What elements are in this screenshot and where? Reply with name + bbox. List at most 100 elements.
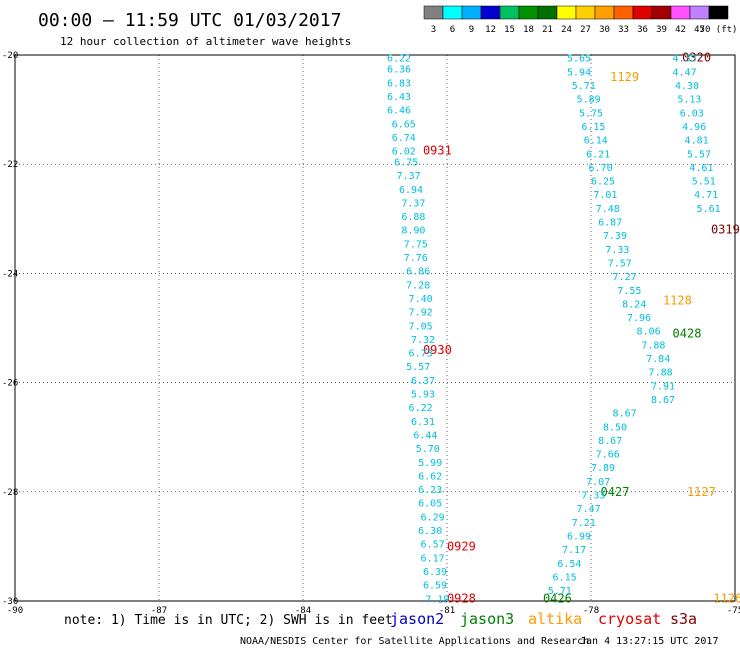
wave-height-value: 5.93 [411,390,435,401]
colorbar-swatch [518,5,539,20]
wave-height-value: 6.43 [387,92,411,103]
colorbar-swatch [461,5,482,20]
wave-height-value: 6.87 [598,218,622,229]
jason3-pass-time: 0427 [601,485,630,499]
wave-height-value: 7.75 [404,239,428,250]
wave-height-value: 7.76 [404,253,428,264]
footer-credit: NOAA/NESDIS Center for Satellite Applica… [240,636,589,647]
x-tick-label: -78 [583,606,599,616]
wave-height-value: 7.07 [586,477,610,488]
wave-height-value: 5.71 [548,586,572,597]
wave-height-value: 6.05 [418,499,442,510]
wave-height-value: 7.33 [605,245,629,256]
wave-height-value: 7.21 [572,518,596,529]
wave-height-value: 7.88 [649,368,673,379]
wave-height-value: 6.31 [411,417,435,428]
x-tick-label: -87 [151,606,167,616]
y-tick-label: -22 [2,160,18,170]
wave-height-value: 6.14 [584,136,608,147]
colorbar-label: 6 [450,25,455,35]
legend-s3a: s3a [670,610,697,628]
colorbar-label: 30 [599,25,610,35]
colorbar-label: 42 [675,25,686,35]
wave-height-value: 6.46 [387,106,411,117]
jason3-pass-time: 0428 [673,326,702,340]
wave-height-value: 5.65 [567,54,591,65]
wave-height-value: 6.36 [387,65,411,76]
colorbar-label: 39 [656,25,667,35]
wave-height-value: 4.47 [673,67,697,78]
colorbar-swatch [594,5,615,20]
altika-pass-time: 1127 [687,485,716,499]
chart-subtitle: 12 hour collection of altimeter wave hei… [60,35,351,48]
wave-height-value: 6.25 [591,177,615,188]
wave-height-value: 4.30 [675,81,699,92]
wave-height-value: 6.83 [387,78,411,89]
grid-lines [15,55,735,601]
wave-height-value: 7.88 [641,340,665,351]
wave-height-value: 6.03 [680,108,704,119]
wave-height-value: 4.96 [682,122,706,133]
wave-height-value: 6.74 [392,133,416,144]
wave-height-value: 8.90 [401,226,425,237]
altika-pass-time: 1128 [663,294,692,308]
wave-height-value: 5.51 [692,177,716,188]
wave-height-value: 6.57 [421,540,445,551]
wave-height-value: 6.44 [413,430,437,441]
s3a-pass-time: 0319 [711,223,740,237]
colorbar-label: 27 [580,25,591,35]
wave-height-value: 5.71 [572,81,596,92]
wave-height-value: 6.17 [421,553,445,564]
wave-height-value: 6.62 [418,471,442,482]
wave-height-value: 6.86 [406,267,430,278]
wave-height-value: 5.57 [406,362,430,373]
legend-jason3: jason3 [460,610,514,628]
wave-height-value: 6.21 [586,149,610,160]
cryosat-pass-time: 0931 [423,144,452,158]
colorbar-swatch [689,5,710,20]
wave-height-value: 8.67 [651,395,675,406]
footer-note: note: 1) Time is in UTC; 2) SWH is in fe… [64,613,393,628]
wave-height-value: 6.54 [557,559,581,570]
colorbar-swatch [499,5,520,20]
wave-height-value: 7.91 [651,381,675,392]
wave-height-value: 7.05 [409,321,433,332]
wave-height-value: 7.66 [596,450,620,461]
cryosat-pass-time: 0930 [423,343,452,357]
wave-height-value: 6.59 [423,581,447,592]
colorbar-label: 33 [618,25,629,35]
wave-height-value: 7.92 [409,308,433,319]
colorbar-swatch [575,5,596,20]
wave-height-value: 7.39 [603,231,627,242]
wave-height-value: 6.65 [392,119,416,130]
wave-height-value: 6.73 [409,349,433,360]
wave-height-value: 6.29 [421,512,445,523]
wave-height-value: 6.22 [387,54,411,65]
colorbar-swatch [632,5,653,20]
satellite-legend: jason2 jason3 altika cryosat s3a [390,610,697,628]
altika-pass-time: 1126 [713,591,740,605]
wave-height-value: 6.94 [399,185,423,196]
wave-height-value: 5.61 [697,204,721,215]
y-tick-label: -20 [2,51,18,61]
wave-height-value: 7.17 [562,545,586,556]
wave-height-value: 6.37 [411,376,435,387]
wave-height-value: 8.24 [622,299,646,310]
colorbar-label: 18 [523,25,534,35]
wave-height-value: 6.15 [553,572,577,583]
wave-height-value: 6.22 [409,403,433,414]
y-tick-label: -26 [2,379,18,389]
wave-height-value: 5.99 [418,458,442,469]
wave-height-value: 7.01 [593,190,617,201]
colorbar-swatch [613,5,634,20]
wave-height-value: 5.70 [416,444,440,455]
colorbar-label: 9 [469,25,474,35]
wave-height-value: 7.28 [406,280,430,291]
wave-height-value: 4.71 [694,190,718,201]
colorbar-swatch [442,5,463,20]
legend-cryosat: cryosat [598,610,661,628]
colorbar-swatch [537,5,558,20]
wave-height-value: 8.67 [598,436,622,447]
